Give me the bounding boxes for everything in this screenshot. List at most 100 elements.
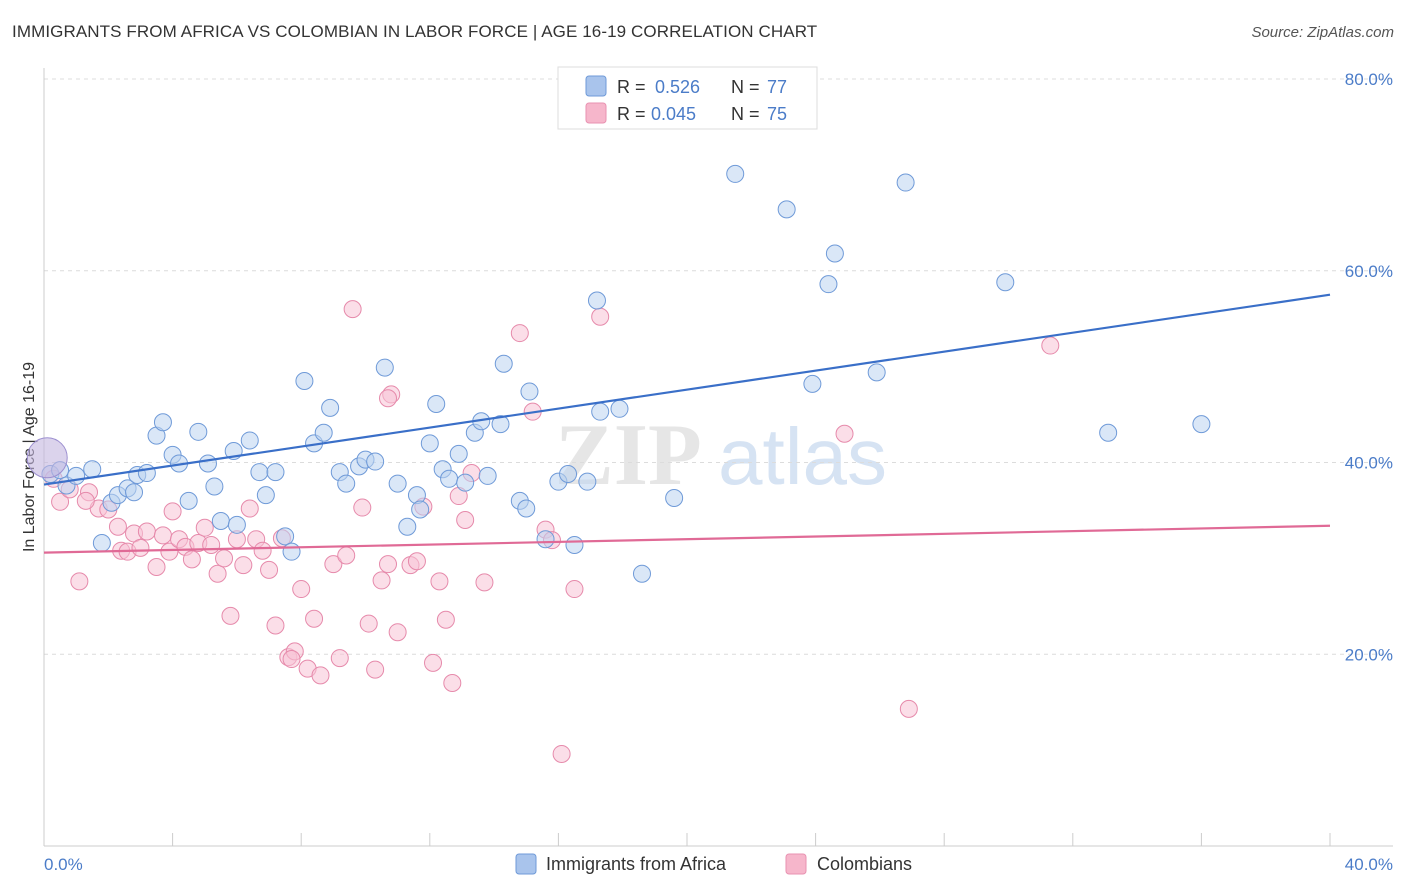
africa-point <box>375 358 394 377</box>
colombians-point <box>835 424 854 443</box>
africa-point <box>125 483 144 502</box>
africa-point <box>632 564 651 583</box>
colombians-point <box>388 623 407 642</box>
colombians-point <box>182 550 201 569</box>
trend-lines <box>43 293 1331 554</box>
africa-point <box>137 464 156 483</box>
africa-point <box>250 463 269 482</box>
africa-point <box>295 372 314 391</box>
africa-point <box>314 423 333 442</box>
colombians-point <box>899 699 918 718</box>
africa-point <box>803 374 822 393</box>
africa-point <box>478 466 497 485</box>
colombians-point <box>324 555 343 574</box>
colombians-point <box>510 324 529 343</box>
africa-point <box>276 527 295 546</box>
africa-point <box>420 434 439 453</box>
colombians-point <box>337 546 356 565</box>
africa-point <box>211 511 230 530</box>
colombians-point <box>234 556 253 575</box>
colombians-point <box>330 649 349 668</box>
africa-point <box>449 444 468 463</box>
chart-title: IMMIGRANTS FROM AFRICA VS COLOMBIAN IN L… <box>12 22 818 41</box>
legend-n-value-africa: 77 <box>767 77 787 97</box>
africa-point <box>205 477 224 496</box>
africa-point <box>559 465 578 484</box>
colombians-point <box>407 552 426 571</box>
africa-point <box>456 473 475 492</box>
correlation-legend: R = 0.526 N = 77 R = 0.045 N = 75 <box>557 66 818 130</box>
africa-point <box>227 515 246 534</box>
africa-point <box>282 542 301 561</box>
colombians-point <box>436 610 455 629</box>
africa-point <box>440 469 459 488</box>
colombians-point <box>359 614 378 633</box>
africa-trend-line <box>43 293 1331 486</box>
africa-point <box>896 173 915 192</box>
africa-point <box>67 466 86 485</box>
africa-point <box>494 354 513 373</box>
africa-point <box>83 460 102 479</box>
africa-point <box>366 452 385 471</box>
legend-swatch-africa <box>585 75 607 97</box>
colombians-point <box>292 580 311 599</box>
watermark-atlas: atlas <box>718 412 887 501</box>
africa-point <box>153 413 172 432</box>
legend-n-value-colombians: 75 <box>767 104 787 124</box>
africa-point <box>578 472 597 491</box>
africa-point <box>337 474 356 493</box>
colombians-point <box>163 502 182 521</box>
africa-point <box>398 517 417 536</box>
colombians-point <box>1041 336 1060 355</box>
africa-point <box>536 530 555 549</box>
colombians-point <box>379 389 398 408</box>
africa-point <box>1192 415 1211 434</box>
africa-point <box>867 363 886 382</box>
legend-n-label-colombians: N = <box>731 104 760 124</box>
colombians-point <box>208 564 227 583</box>
colombians-point <box>475 573 494 592</box>
africa-point <box>491 415 510 434</box>
legend-n-label-africa: N = <box>731 77 760 97</box>
africa-point <box>321 398 340 417</box>
africa-point <box>256 486 275 505</box>
colombians-point <box>51 492 70 511</box>
colombians-point <box>282 650 301 669</box>
y-tick-label-80: 80.0% <box>1345 70 1393 89</box>
source-credit: Source: ZipAtlas.com <box>1251 24 1394 41</box>
x-tick-label-max: 40.0% <box>1345 855 1393 874</box>
legend-r-value-africa: 0.526 <box>655 77 700 97</box>
africa-point <box>777 200 796 219</box>
colombians-point <box>147 558 166 577</box>
y-tick-label-60: 60.0% <box>1345 262 1393 281</box>
legend-r-label-colombians: R = <box>617 104 646 124</box>
colombians-point <box>430 572 449 591</box>
colombians-point <box>353 498 372 517</box>
colombians-point <box>443 674 462 693</box>
africa-point <box>819 275 838 294</box>
series-legend: Immigrants from Africa Colombians <box>515 853 912 875</box>
bottom-legend-label-colombians: Colombians <box>817 854 912 874</box>
colombians-point <box>202 535 221 554</box>
africa-point <box>198 454 217 473</box>
colombians-point <box>131 538 150 557</box>
colombians-point <box>343 300 362 319</box>
colombians-point <box>372 571 391 590</box>
colombians-point <box>311 666 330 685</box>
africa-point <box>726 164 745 183</box>
bottom-legend-swatch-africa <box>515 853 537 875</box>
y-tick-labels: 20.0% 40.0% 60.0% 80.0% <box>1345 70 1393 664</box>
africa-point <box>189 422 208 441</box>
africa-point <box>388 474 407 493</box>
colombians-point <box>565 580 584 599</box>
africa-points <box>26 164 1211 583</box>
africa-point <box>517 499 536 518</box>
colombians-point <box>379 555 398 574</box>
africa-point <box>411 500 430 519</box>
y-tick-label-20: 20.0% <box>1345 645 1393 664</box>
colombians-point <box>591 307 610 326</box>
africa-point <box>92 534 111 553</box>
y-tick-label-40: 40.0% <box>1345 454 1393 473</box>
colombians-point <box>108 517 127 536</box>
